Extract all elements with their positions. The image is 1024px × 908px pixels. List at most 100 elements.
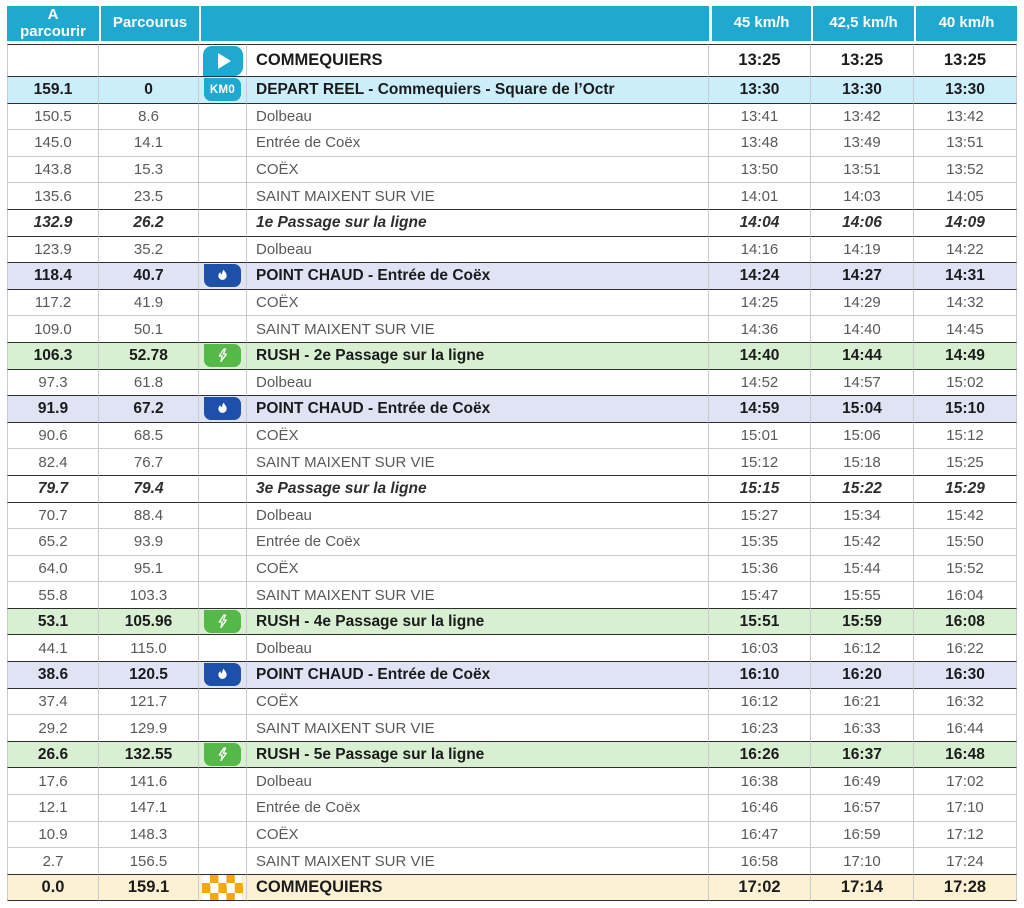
- distance-remaining-cell: 79.7: [7, 475, 99, 503]
- distance-remaining-cell: 91.9: [7, 396, 99, 423]
- time-42-5-cell: 16:37: [811, 741, 914, 769]
- distance-remaining-cell: 123.9: [7, 236, 99, 264]
- time-42-5-cell: 14:27: [811, 263, 914, 290]
- distance-remaining-cell: 117.2: [7, 289, 99, 317]
- time-42-5-cell: 14:40: [811, 316, 914, 343]
- distance-covered-cell: 93.9: [99, 529, 199, 556]
- time-42-5-cell: 14:57: [811, 369, 914, 397]
- icon-cell: [199, 529, 247, 556]
- icon-cell: [199, 156, 247, 184]
- icon-cell: [199, 342, 247, 370]
- distance-remaining-cell: 38.6: [7, 662, 99, 689]
- distance-covered-cell: 14.1: [99, 130, 199, 157]
- time-42-5-cell: 16:49: [811, 768, 914, 796]
- location-cell: RUSH - 4e Passage sur la ligne: [247, 608, 709, 636]
- distance-remaining-cell: 145.0: [7, 130, 99, 157]
- distance-covered-cell: 40.7: [99, 263, 199, 290]
- distance-remaining-cell: 135.6: [7, 183, 99, 210]
- distance-covered-cell: 156.5: [99, 848, 199, 875]
- location-cell: COMMEQUIERS: [247, 874, 709, 902]
- time-42-5-cell: 15:55: [811, 582, 914, 609]
- time-45-cell: 13:48: [709, 130, 811, 157]
- location-cell: SAINT MAIXENT SUR VIE: [247, 715, 709, 742]
- distance-remaining-cell: 150.5: [7, 103, 99, 131]
- distance-remaining-cell: 97.3: [7, 369, 99, 397]
- icon-cell: [199, 848, 247, 875]
- location-cell: SAINT MAIXENT SUR VIE: [247, 183, 709, 210]
- time-40-cell: 14:31: [914, 263, 1017, 290]
- distance-covered-cell: 148.3: [99, 821, 199, 849]
- time-42-5-cell: 14:03: [811, 183, 914, 210]
- time-42-5-cell: 13:30: [811, 77, 914, 104]
- icon-cell: [199, 396, 247, 423]
- icon-cell: [199, 741, 247, 769]
- time-40-cell: 14:22: [914, 236, 1017, 264]
- distance-covered-cell: 105.96: [99, 608, 199, 636]
- icon-cell: [199, 768, 247, 796]
- location-cell: POINT CHAUD - Entrée de Coëx: [247, 662, 709, 689]
- time-45-cell: 16:03: [709, 635, 811, 663]
- distance-remaining-cell: 132.9: [7, 209, 99, 237]
- icon-cell: [199, 103, 247, 131]
- icon-cell: [199, 44, 247, 77]
- time-42-5-cell: 13:42: [811, 103, 914, 131]
- location-cell: Dolbeau: [247, 236, 709, 264]
- icon-cell: [199, 821, 247, 849]
- location-cell: COMMEQUIERS: [247, 44, 709, 77]
- time-42-5-cell: 14:29: [811, 289, 914, 317]
- icon-cell: [199, 422, 247, 450]
- time-42-5-cell: 15:22: [811, 475, 914, 503]
- header-label: A parcourir: [20, 5, 86, 40]
- time-40-cell: 15:29: [914, 475, 1017, 503]
- play-icon: [202, 45, 243, 76]
- location-cell: Dolbeau: [247, 768, 709, 796]
- distance-remaining-cell: 70.7: [7, 502, 99, 530]
- icon-cell: [199, 688, 247, 716]
- distance-covered-cell: 147.1: [99, 795, 199, 822]
- time-40-cell: 17:12: [914, 821, 1017, 849]
- location-cell: Entrée de Coëx: [247, 130, 709, 157]
- icon-cell: [199, 130, 247, 157]
- time-45-cell: 16:38: [709, 768, 811, 796]
- distance-remaining-cell: 118.4: [7, 263, 99, 290]
- location-cell: Entrée de Coëx: [247, 529, 709, 556]
- time-45-cell: 15:12: [709, 449, 811, 476]
- time-40-cell: 15:25: [914, 449, 1017, 476]
- time-45-cell: 14:36: [709, 316, 811, 343]
- distance-remaining-cell: 2.7: [7, 848, 99, 875]
- distance-covered-cell: 26.2: [99, 209, 199, 237]
- time-45-cell: 17:02: [709, 874, 811, 902]
- location-cell: RUSH - 5e Passage sur la ligne: [247, 741, 709, 769]
- distance-remaining-cell: 37.4: [7, 688, 99, 716]
- location-cell: 1e Passage sur la ligne: [247, 209, 709, 237]
- time-45-cell: 16:58: [709, 848, 811, 875]
- time-40-cell: 15:02: [914, 369, 1017, 397]
- location-cell: RUSH - 2e Passage sur la ligne: [247, 342, 709, 370]
- time-45-cell: 14:04: [709, 209, 811, 237]
- time-40-cell: 13:42: [914, 103, 1017, 131]
- time-45-cell: 16:10: [709, 662, 811, 689]
- distance-covered-cell: 68.5: [99, 422, 199, 450]
- time-45-cell: 15:15: [709, 475, 811, 503]
- distance-remaining-cell: [7, 44, 99, 77]
- distance-covered-cell: 15.3: [99, 156, 199, 184]
- time-45-cell: 15:27: [709, 502, 811, 530]
- icon-cell: [199, 236, 247, 264]
- location-cell: DEPART REEL - Commequiers - Square de l’…: [247, 77, 709, 104]
- distance-covered-cell: 141.6: [99, 768, 199, 796]
- time-45-cell: 14:24: [709, 263, 811, 290]
- time-40-cell: 17:10: [914, 795, 1017, 822]
- time-45-cell: 13:30: [709, 77, 811, 104]
- timetable-grid: A parcourir Parcourus 45 km/h 42,5 km/h …: [7, 5, 1017, 902]
- time-40-cell: 15:10: [914, 396, 1017, 423]
- distance-covered-cell: 159.1: [99, 874, 199, 902]
- distance-covered-cell: 76.7: [99, 449, 199, 476]
- time-40-cell: 16:32: [914, 688, 1017, 716]
- location-cell: Dolbeau: [247, 635, 709, 663]
- location-cell: COËX: [247, 156, 709, 184]
- time-42-5-cell: 15:06: [811, 422, 914, 450]
- time-45-cell: 16:26: [709, 741, 811, 769]
- time-45-cell: 13:50: [709, 156, 811, 184]
- distance-covered-cell: 132.55: [99, 741, 199, 769]
- distance-covered-cell: 41.9: [99, 289, 199, 317]
